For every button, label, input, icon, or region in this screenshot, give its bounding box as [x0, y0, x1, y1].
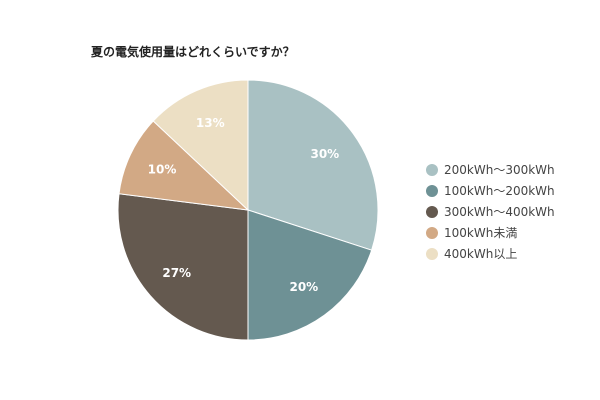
- pie-slice: [247, 209, 373, 341]
- legend-swatch-icon: [426, 226, 438, 239]
- legend-item: 100kWh未満: [426, 222, 555, 243]
- legend-item: 400kWh以上: [426, 243, 555, 264]
- pie-slice: [247, 79, 379, 251]
- legend-label: 300kWh～400kWh: [444, 205, 555, 219]
- legend-label: 100kWh～200kWh: [444, 184, 555, 198]
- legend-item: 300kWh～400kWh: [426, 201, 555, 222]
- legend-label: 200kWh～300kWh: [444, 163, 555, 177]
- legend-label: 400kWh以上: [444, 247, 518, 261]
- legend-swatch-icon: [426, 205, 438, 218]
- legend-item: 100kWh～200kWh: [426, 180, 555, 201]
- legend-swatch-icon: [426, 247, 438, 260]
- legend-label: 100kWh未満: [444, 226, 518, 240]
- chart-title: 夏の電気使用量はどれくらいですか？: [91, 45, 295, 59]
- slice-data-label: 13%: [196, 116, 225, 130]
- slice-data-label: 20%: [289, 280, 318, 294]
- legend-swatch-icon: [426, 184, 438, 197]
- chart-legend: 200kWh～300kWh 100kWh～200kWh 300kWh～400kWh 1…: [426, 159, 555, 264]
- legend-swatch-icon: [426, 163, 438, 176]
- pie-slice: [117, 193, 249, 341]
- slice-data-label: 27%: [162, 266, 191, 280]
- pie-slice: [152, 79, 249, 212]
- legend-item: 200kWh～300kWh: [426, 159, 555, 180]
- slice-data-label: 30%: [310, 147, 339, 161]
- slice-data-label: 10%: [148, 163, 177, 177]
- pie-slice: [118, 120, 250, 211]
